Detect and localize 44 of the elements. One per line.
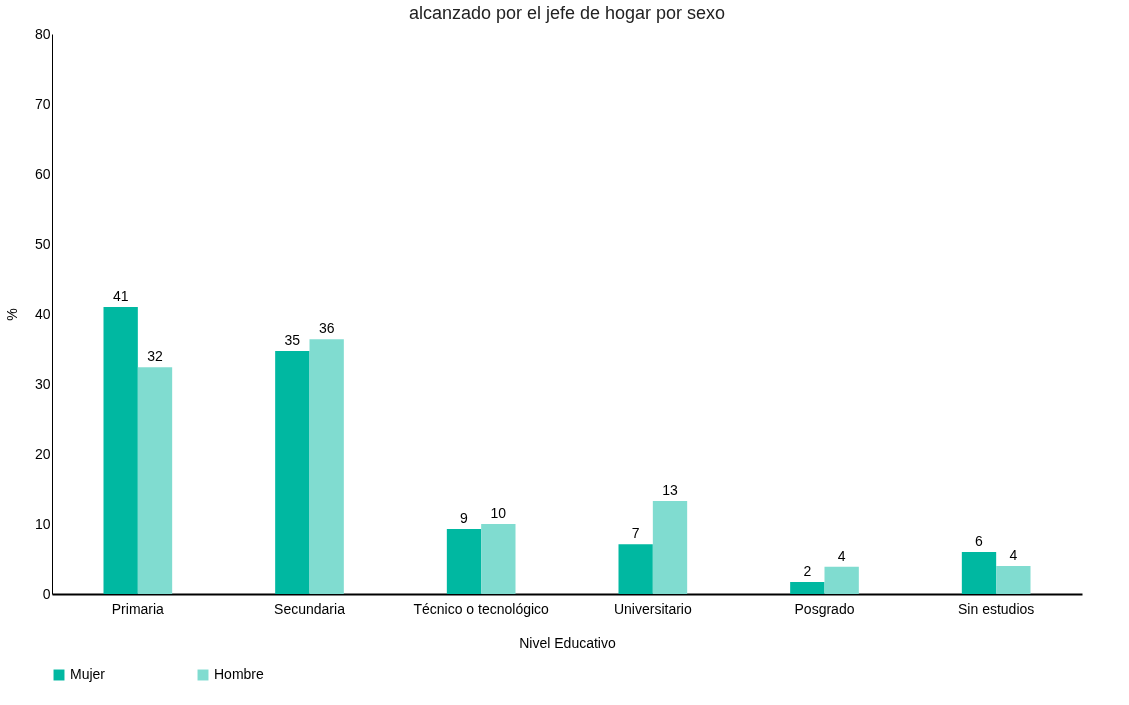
bar [309,339,344,594]
bar [824,566,859,594]
bar [103,307,138,594]
x-axis-title: Nivel Educativo [519,634,616,651]
bar [481,524,516,594]
y-tick-label: 30 [34,375,51,392]
legend-label: Hombre [214,666,265,682]
x-tick-label: Universitario [613,600,692,617]
y-tick-label: 20 [34,445,51,462]
x-tick-label: Primaria [111,600,165,617]
legend-label: Mujer [70,666,106,682]
data-label: 2 [803,563,812,580]
y-tick-label: 50 [34,235,51,252]
data-label: 4 [837,547,846,564]
data-label: 6 [975,533,984,549]
y-tick-label: 0 [42,585,51,602]
data-label: 41 [112,288,129,304]
bar [652,500,688,594]
data-label: 32 [147,348,163,365]
x-tick-label: Posgrado [794,600,855,617]
data-label: 10 [490,505,507,521]
bar [961,552,997,594]
y-tick-label: 10 [34,515,51,532]
bar [137,367,173,594]
bar [446,528,482,594]
data-label: 36 [318,320,335,337]
y-tick-label: 70 [34,95,51,112]
data-label: 7 [631,525,640,542]
data-label: 13 [662,481,678,498]
y-tick-label: 60 [34,165,51,182]
data-label: 9 [460,509,469,526]
y-tick-label: 40 [34,305,51,322]
x-tick-label: Técnico o tecnológico [413,600,550,617]
x-tick-label: Sin estudios [958,600,1035,617]
y-tick-label: 80 [34,25,51,42]
bar [618,544,653,594]
bar [275,351,310,594]
data-label: 35 [284,332,301,349]
x-tick-label: Secundaria [274,600,346,617]
data-label: 4 [1009,547,1018,563]
y-axis-title: % [3,308,20,321]
bar [996,566,1031,594]
chart-title: alcanzado por el jefe de hogar por sexo [408,3,726,23]
bar [790,582,825,594]
